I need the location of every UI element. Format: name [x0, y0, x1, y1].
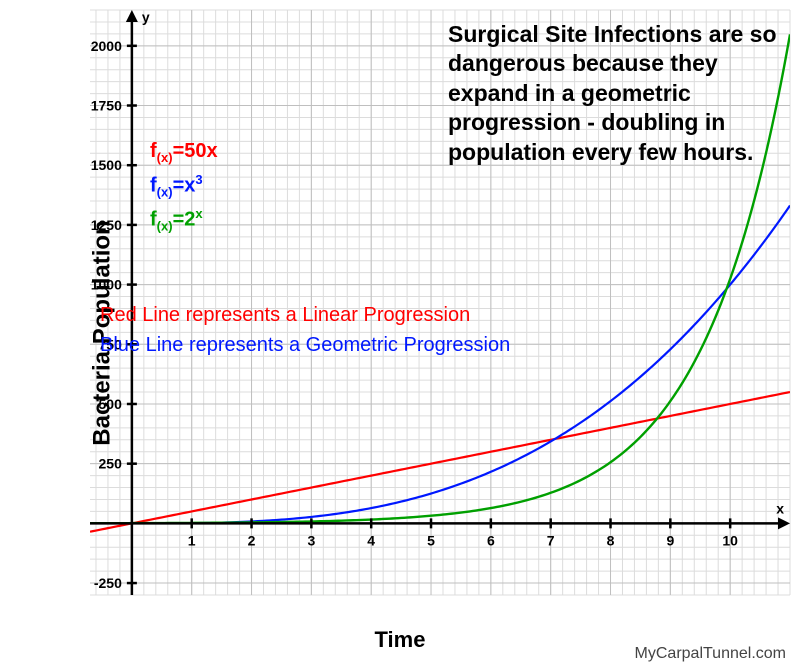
svg-text:250: 250 [99, 456, 123, 472]
formula-linear: f(x)=50x [150, 140, 218, 165]
svg-text:10: 10 [722, 532, 738, 548]
watermark-text: MyCarpalTunnel.com [635, 645, 786, 663]
blue-line-note: Blue Line represents a Geometric Progres… [100, 334, 510, 357]
svg-text:8: 8 [607, 532, 615, 548]
chart-container: Bacteria Population Time 12345678910-250… [0, 0, 800, 665]
svg-text:7: 7 [547, 532, 555, 548]
svg-text:4: 4 [367, 532, 375, 548]
svg-text:1500: 1500 [91, 157, 122, 173]
svg-text:x: x [776, 500, 784, 516]
svg-text:1: 1 [188, 532, 196, 548]
formula-exponent: f(x)=2x [150, 206, 203, 234]
red-line-note: Red Line represents a Linear Progression [100, 304, 470, 327]
svg-text:2: 2 [248, 532, 256, 548]
formula-cubic: f(x)=x3 [150, 172, 203, 200]
headline-text: Surgical Site Infections are so dangerou… [448, 20, 778, 167]
svg-text:5: 5 [427, 532, 435, 548]
svg-text:6: 6 [487, 532, 495, 548]
y-axis-title: Bacteria Population [89, 220, 117, 445]
svg-text:9: 9 [666, 532, 674, 548]
svg-text:2000: 2000 [91, 38, 122, 54]
svg-text:1750: 1750 [91, 98, 122, 114]
svg-text:y: y [142, 9, 150, 25]
svg-text:3: 3 [307, 532, 315, 548]
svg-text:-250: -250 [94, 575, 122, 591]
